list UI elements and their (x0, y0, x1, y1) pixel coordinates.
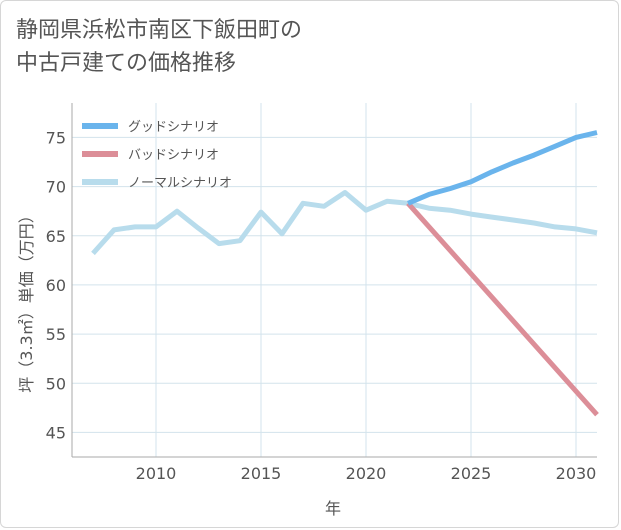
y-tick-label: 70 (46, 178, 66, 197)
legend-label: グッドシナリオ (128, 120, 219, 135)
x-tick-label: 2020 (346, 464, 387, 483)
axes (71, 103, 597, 458)
tick-labels: 2010 2015 2020 2025 2030 45 50 55 60 65 70 75 (46, 128, 597, 483)
y-tick-label: 50 (46, 374, 66, 393)
legend-label: バッドシナリオ (128, 148, 219, 163)
title-line-1: 静岡県浜松市南区下飯田町の (16, 18, 303, 43)
series-lines (91, 130, 599, 417)
x-tick-label: 2015 (241, 464, 282, 483)
series-line-1 (407, 130, 598, 206)
legend-label: ノーマルシナリオ (128, 176, 232, 191)
series-line-3 (91, 190, 598, 256)
x-tick-label: 2030 (556, 464, 597, 483)
y-tick-label: 60 (46, 276, 66, 295)
y-tick-label: 75 (46, 128, 66, 147)
y-axis-label: 坪（3.3㎡）単価（万円） (17, 207, 36, 392)
grid-lines (72, 103, 597, 457)
title-line-2: 中古戸建ての価格推移 (16, 51, 237, 76)
chart-title: 静岡県浜松市南区下飯田町の 中古戸建ての価格推移 (16, 14, 576, 80)
x-tick-label: 2025 (451, 464, 492, 483)
x-tick-label: 2010 (136, 464, 177, 483)
y-tick-label: 65 (46, 227, 66, 246)
series-line-2 (406, 201, 599, 417)
y-tick-label: 55 (46, 325, 66, 344)
y-tick-label: 45 (46, 423, 66, 442)
x-axis-label: 年 (325, 499, 341, 518)
